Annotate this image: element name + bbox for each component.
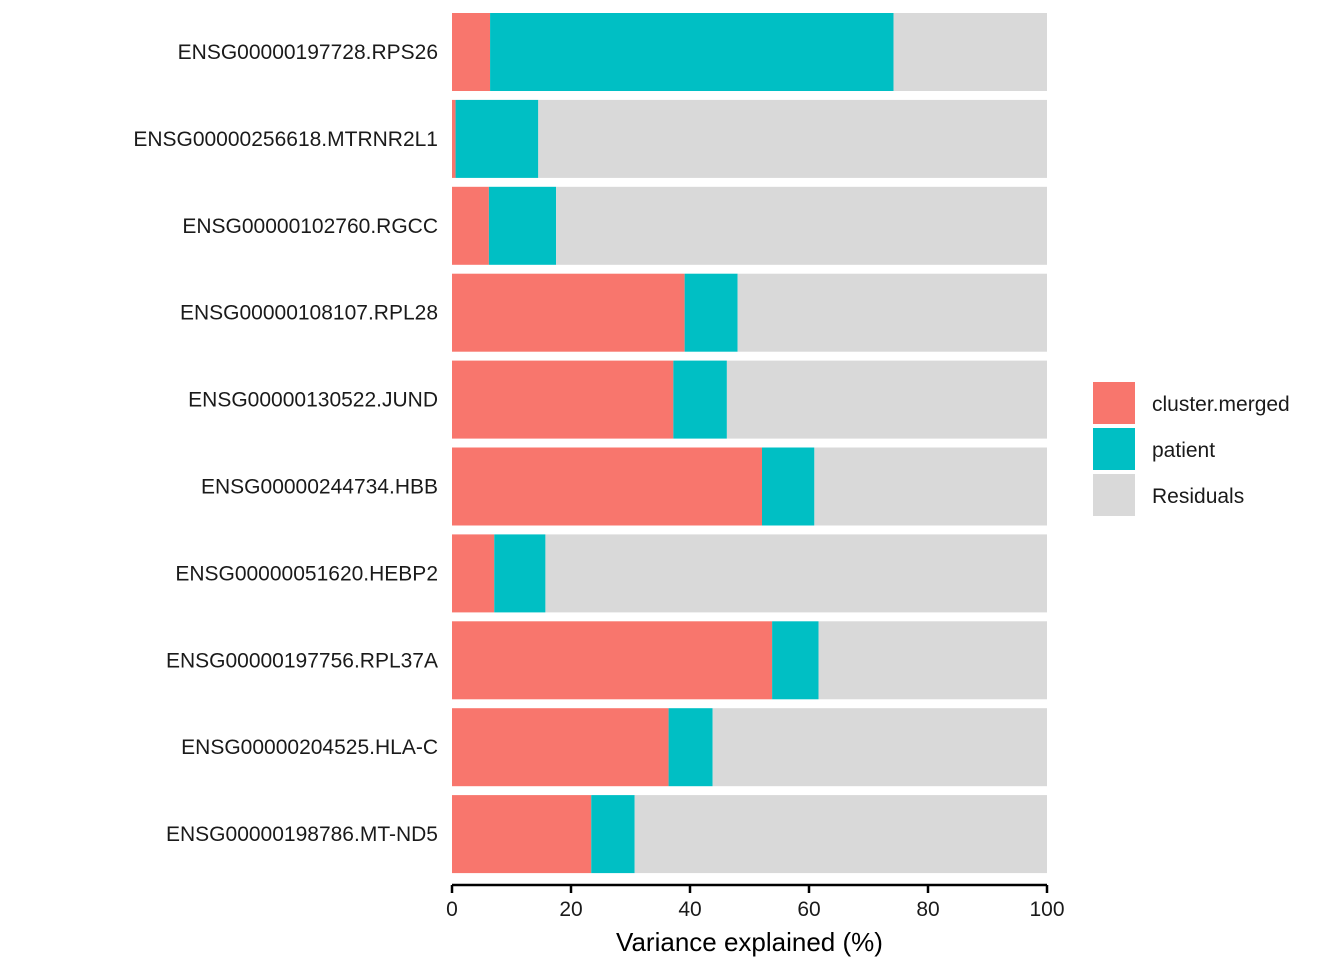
bar-segment-patient-7 — [772, 621, 819, 700]
bar-segment-residuals-2 — [556, 186, 1048, 265]
x-ticks: 0 20 40 60 80 100 — [446, 885, 1065, 921]
bar-segment-cluster-merged-4 — [452, 360, 674, 439]
x-tick-label: 100 — [1029, 898, 1064, 921]
legend-label: cluster.merged — [1152, 393, 1290, 416]
x-tick-label: 80 — [916, 898, 939, 921]
category-label: ENSG00000198786.MT-ND5 — [166, 823, 438, 846]
bar-segment-residuals-3 — [737, 273, 1047, 352]
bar-segment-residuals-8 — [712, 708, 1047, 787]
bar-segment-cluster-merged-7 — [452, 621, 773, 700]
bar-segment-patient-6 — [494, 534, 546, 613]
bar-segment-residuals-4 — [726, 360, 1047, 439]
legend-key-residuals — [1093, 474, 1135, 516]
category-label: ENSG00000197756.RPL37A — [166, 649, 438, 672]
bar-segment-cluster-merged-8 — [452, 708, 669, 787]
bar-segment-residuals-7 — [818, 621, 1047, 700]
bar-segment-residuals-5 — [814, 447, 1047, 526]
category-label: ENSG00000244734.HBB — [201, 476, 438, 499]
legend-key-patient — [1093, 428, 1135, 470]
category-label: ENSG00000102760.RGCC — [182, 215, 438, 238]
bar-segment-patient-5 — [762, 447, 815, 526]
bar-segment-cluster-merged-0 — [452, 13, 491, 91]
bar-segment-patient-3 — [684, 273, 738, 352]
bar-segment-cluster-merged-3 — [452, 273, 685, 352]
category-label: ENSG00000108107.RPL28 — [180, 302, 438, 325]
bar-segment-patient-1 — [455, 99, 539, 178]
category-labels: ENSG00000197728.RPS26 ENSG00000256618.MTR… — [133, 41, 438, 846]
bar-segment-cluster-merged-2 — [452, 186, 489, 265]
legend-label: Residuals — [1152, 485, 1244, 508]
category-label: ENSG00000204525.HLA-C — [181, 736, 438, 759]
category-label: ENSG00000051620.HEBP2 — [175, 562, 438, 585]
bar-segment-residuals-0 — [893, 13, 1047, 91]
x-tick-label: 60 — [797, 898, 820, 921]
legend-key-cluster-merged — [1093, 382, 1135, 424]
bars-layer — [452, 13, 1048, 874]
x-tick-label: 40 — [678, 898, 701, 921]
bar-segment-cluster-merged-1 — [452, 99, 456, 178]
legend-label: patient — [1152, 439, 1215, 462]
bar-segment-patient-2 — [488, 186, 557, 265]
x-tick-label: 0 — [446, 898, 458, 921]
x-tick-label: 20 — [559, 898, 582, 921]
bar-segment-patient-4 — [673, 360, 727, 439]
bar-segment-cluster-merged-5 — [452, 447, 762, 526]
x-axis-title: Variance explained (%) — [616, 927, 883, 957]
bar-segment-patient-8 — [668, 708, 713, 787]
bar-segment-patient-0 — [490, 13, 894, 91]
legend: cluster.merged patient Residuals — [1093, 382, 1290, 516]
bar-segment-cluster-merged-6 — [452, 534, 495, 613]
bar-segment-cluster-merged-9 — [452, 795, 592, 874]
x-axis: 0 20 40 60 80 100 — [446, 883, 1065, 921]
category-label: ENSG00000197728.RPS26 — [178, 41, 438, 64]
bar-segment-patient-9 — [591, 795, 635, 874]
bar-segment-residuals-6 — [545, 534, 1047, 613]
category-label: ENSG00000130522.JUND — [188, 389, 438, 412]
category-label: ENSG00000256618.MTRNR2L1 — [133, 128, 438, 151]
bar-segment-residuals-1 — [538, 99, 1047, 178]
bar-segment-residuals-9 — [634, 795, 1047, 874]
